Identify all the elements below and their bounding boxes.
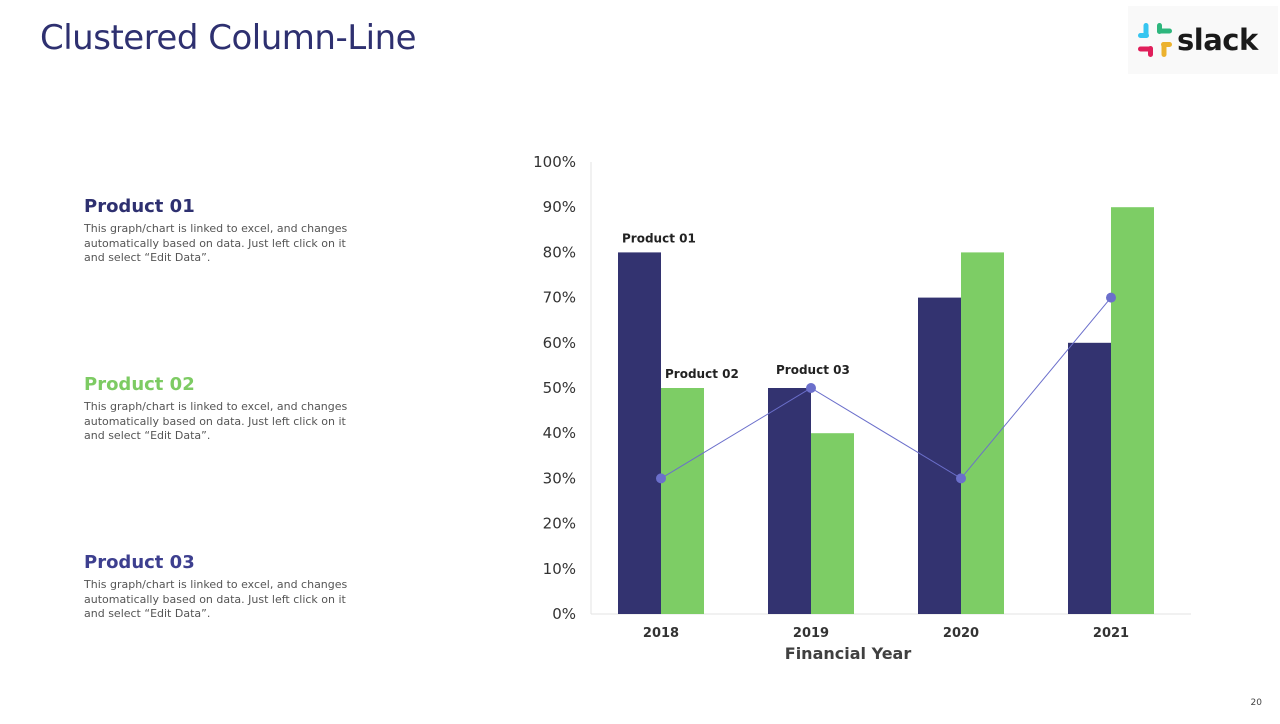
product-03-text: This graph/chart is linked to excel, and… [84,578,348,620]
x-tick-label: 2019 [793,626,829,641]
bar-product-02-2019[interactable] [811,433,854,614]
product-01-text: This graph/chart is linked to excel, and… [84,222,348,264]
bar-product-01-2020[interactable] [918,297,961,614]
logo-wordmark: slack [1177,23,1258,57]
product-02-text: This graph/chart is linked to excel, and… [84,400,348,442]
y-tick-label: 100% [533,153,576,171]
series-annotation-label: Product 03 [776,363,850,377]
series-annotation-label: Product 01 [622,231,696,245]
x-tick-label: 2018 [643,626,679,641]
bar-product-02-2021[interactable] [1111,207,1154,614]
product-01-description: Product 01 This graph/chart is linked to… [84,196,354,266]
y-tick-label: 30% [543,469,576,487]
y-tick-label: 90% [543,198,576,216]
bar-product-02-2020[interactable] [961,252,1004,614]
y-tick-label: 80% [543,243,576,261]
product-01-title: Product 01 [84,196,195,217]
x-tick-label: 2021 [1093,626,1129,641]
point-product-03-2019[interactable] [806,383,816,393]
product-02-description: Product 02 This graph/chart is linked to… [84,374,354,444]
bar-product-01-2018[interactable] [618,252,661,614]
slack-logo: slack [1128,6,1278,74]
x-axis-title: Financial Year [785,644,912,663]
page-number: 20 [1250,698,1262,708]
x-tick-label: 2020 [943,626,979,641]
slide-title: Clustered Column-Line [40,18,417,58]
product-03-title: Product 03 [84,552,195,573]
product-03-description: Product 03 This graph/chart is linked to… [84,552,354,622]
y-tick-label: 10% [543,560,576,578]
point-product-03-2018[interactable] [656,473,666,484]
y-tick-label: 0% [552,605,576,623]
bar-product-02-2018[interactable] [661,388,704,614]
y-tick-label: 50% [543,379,576,397]
y-tick-label: 20% [543,515,576,533]
point-product-03-2020[interactable] [956,473,966,484]
bar-product-01-2019[interactable] [768,388,811,614]
product-02-title: Product 02 [84,374,195,395]
line-product-03[interactable] [660,297,1112,480]
slack-hash-icon [1138,23,1172,57]
y-tick-label: 70% [543,289,576,307]
bar-product-01-2021[interactable] [1068,342,1111,614]
point-product-03-2021[interactable] [1106,292,1116,303]
series-annotation-label: Product 02 [665,367,739,381]
y-tick-label: 60% [543,334,576,352]
y-tick-label: 40% [543,424,576,442]
